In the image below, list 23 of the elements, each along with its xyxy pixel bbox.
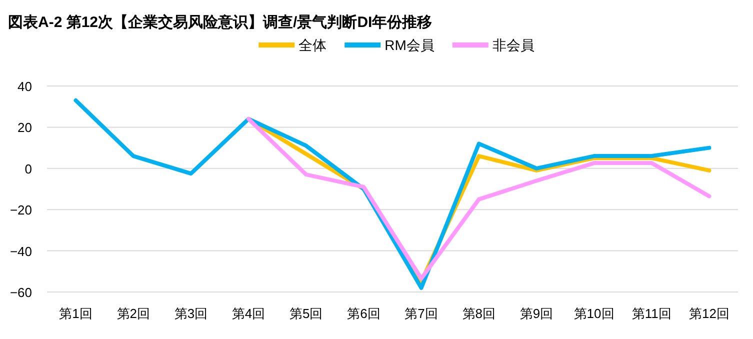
x-tick-label: 第10回 xyxy=(574,306,614,321)
x-tick-label: 第8回 xyxy=(462,306,496,321)
y-tick-label: −40 xyxy=(10,244,32,259)
x-tick-label: 第3回 xyxy=(174,306,208,321)
x-tick-label: 第4回 xyxy=(232,306,266,321)
y-tick-label: −60 xyxy=(10,285,32,300)
x-tick-label: 第2回 xyxy=(116,306,150,321)
y-tick-label: −20 xyxy=(10,202,32,218)
legend-label: 非会員 xyxy=(492,37,534,53)
legend-label: RM会員 xyxy=(384,37,434,53)
x-tick-label: 第1回 xyxy=(59,306,92,321)
x-tick-label: 第12回 xyxy=(688,306,730,321)
y-tick-label: 0 xyxy=(24,161,32,176)
line-series xyxy=(74,98,712,290)
x-tick-label: 第5回 xyxy=(290,306,323,321)
x-tick-label: 第6回 xyxy=(347,306,380,321)
chart-title: 図表A-2 第12次【企業交易风险意识】调查/景气判断DI年份推移 xyxy=(8,13,432,31)
x-tick-label: 第7回 xyxy=(404,306,438,321)
x-tick-label: 第9回 xyxy=(520,306,554,321)
y-tick-label: 20 xyxy=(18,120,32,136)
legend-label: 全体 xyxy=(298,37,327,53)
x-tick-label: 第11回 xyxy=(632,306,672,321)
y-tick-label: 40 xyxy=(18,79,32,94)
